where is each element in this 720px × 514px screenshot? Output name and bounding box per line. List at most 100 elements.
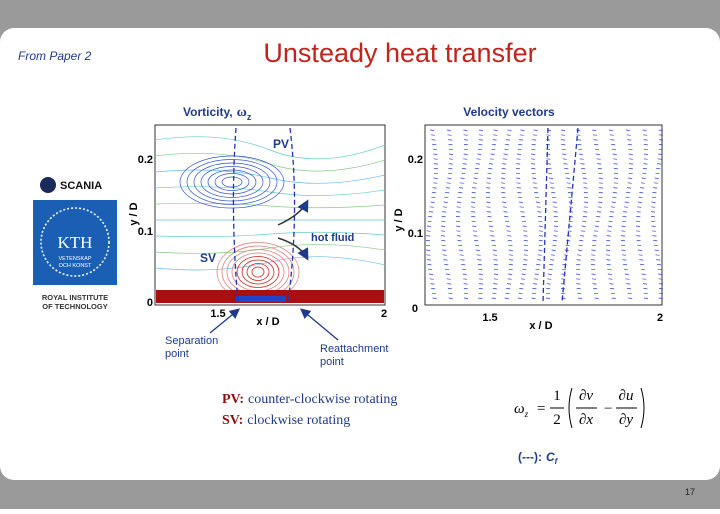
- vector: [643, 153, 649, 155]
- vector: [568, 220, 573, 223]
- vector: [640, 182, 645, 184]
- vector: [576, 134, 581, 136]
- vector: [551, 249, 556, 251]
- vector: [651, 225, 656, 227]
- vector: [531, 297, 536, 299]
- vector: [658, 139, 664, 141]
- vector: [448, 148, 453, 151]
- vector: [657, 268, 662, 271]
- paren: [640, 387, 645, 429]
- vector: [597, 163, 602, 165]
- vector: [636, 230, 641, 232]
- vector: [477, 148, 483, 151]
- vector: [548, 268, 553, 271]
- eq-den: ∂y: [619, 412, 633, 428]
- vector: [427, 220, 432, 223]
- contour: [154, 231, 386, 238]
- vector: [442, 254, 447, 256]
- vector: [448, 153, 454, 155]
- vector: [493, 278, 498, 280]
- vector: [581, 172, 587, 175]
- vector: [519, 134, 524, 136]
- vector: [478, 129, 484, 131]
- vector: [576, 283, 581, 285]
- vector: [658, 297, 663, 299]
- vector: [501, 172, 506, 175]
- vector: [446, 278, 451, 280]
- annotation: Separation: [165, 335, 218, 347]
- vector: [658, 283, 663, 285]
- vector: [624, 201, 629, 203]
- vector: [577, 144, 582, 146]
- cf-text: (---):: [518, 450, 542, 464]
- vector: [576, 268, 581, 271]
- vector: [613, 158, 618, 160]
- x-tick-label: 1.5: [210, 308, 225, 320]
- vector: [593, 292, 598, 295]
- vector: [567, 192, 572, 194]
- vector: [636, 220, 641, 223]
- vector: [583, 187, 588, 189]
- vector: [432, 297, 437, 299]
- vector: [577, 297, 582, 299]
- vector: [638, 254, 643, 256]
- vector: [433, 158, 438, 160]
- vector: [534, 192, 539, 194]
- vector: [643, 144, 648, 146]
- note-text: counter-clockwise rotating: [248, 392, 397, 407]
- note: SV: clockwise rotating: [222, 413, 350, 428]
- vector: [531, 153, 536, 155]
- vector: [501, 177, 506, 179]
- vector: [458, 244, 463, 247]
- scania-text: SCANIA: [60, 180, 102, 192]
- vector: [523, 240, 528, 242]
- vector: [628, 168, 633, 170]
- vector: [508, 268, 513, 271]
- vector: [595, 220, 600, 223]
- vector: [638, 196, 643, 199]
- vector: [612, 196, 617, 199]
- vector: [643, 158, 648, 160]
- vector: [553, 220, 559, 223]
- vector: [532, 177, 537, 179]
- vector: [625, 129, 630, 131]
- vector: [486, 182, 491, 184]
- vector: [561, 292, 566, 295]
- vector: [548, 172, 553, 175]
- vector: [491, 240, 496, 242]
- vector: [551, 196, 557, 199]
- vector: [577, 254, 582, 256]
- vector: [508, 254, 513, 256]
- vector: [580, 163, 585, 165]
- kth-text: KTH: [58, 233, 93, 252]
- vector: [626, 288, 632, 290]
- vector: [492, 292, 497, 295]
- vector: [515, 172, 521, 175]
- vector: [505, 225, 510, 227]
- vector: [579, 240, 584, 242]
- vector: [568, 211, 574, 213]
- vector: [613, 163, 618, 165]
- vector: [486, 211, 491, 213]
- vector: [552, 240, 557, 242]
- vector: [626, 283, 631, 285]
- vector: [488, 168, 493, 170]
- vector: [492, 144, 497, 146]
- vector: [520, 278, 525, 280]
- sv-contour: [251, 266, 265, 278]
- vector: [461, 172, 466, 175]
- vector: [561, 129, 566, 131]
- vector: [550, 259, 555, 261]
- vector: [591, 278, 596, 280]
- vector: [653, 187, 658, 189]
- vector: [471, 201, 476, 203]
- kth-motto: OCH KONST: [59, 263, 92, 269]
- eq-symbol: ω: [514, 401, 525, 417]
- vector: [640, 264, 645, 266]
- vector: [613, 168, 618, 170]
- vector: [523, 235, 528, 237]
- hot-fluid-label: hot fluid: [311, 232, 354, 244]
- vector: [578, 244, 583, 247]
- x-axis-label: x / D: [256, 316, 279, 328]
- vector: [442, 249, 447, 251]
